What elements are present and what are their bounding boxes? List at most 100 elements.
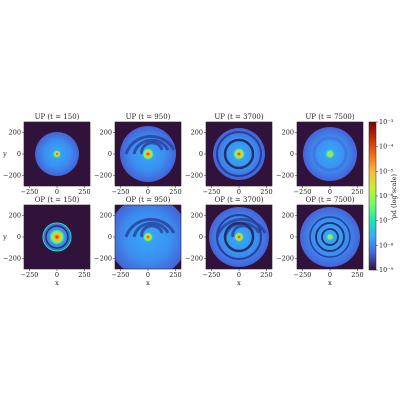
- colorbar-tick-label: 10⁻³: [379, 118, 394, 126]
- density-feature: [42, 222, 72, 252]
- panel-title: UP (t = 3700): [214, 113, 264, 121]
- x-axis-label: x: [237, 279, 241, 287]
- heatmap-image: [206, 205, 272, 269]
- x-tick-label: −250: [203, 188, 221, 196]
- x-tick-label: −250: [21, 188, 39, 196]
- colorbar-tick-label: 10⁻⁵: [379, 167, 394, 175]
- y-tick-label: −200: [94, 254, 112, 262]
- panel-title: OP (t = 950): [126, 196, 171, 204]
- x-tick-label: 250: [169, 271, 181, 279]
- spiral-arm: [124, 217, 176, 238]
- heatmap-image: [24, 122, 90, 186]
- y-tick-label: 200: [191, 129, 203, 137]
- colorbar: [368, 121, 377, 271]
- colorbar-tick-label: 10⁻⁴: [379, 143, 394, 151]
- density-feature: [223, 138, 255, 170]
- density-feature: [216, 214, 262, 260]
- y-tick-label: 200: [282, 129, 294, 137]
- heatmap-panel: OP (t = 7500) −250 0 250 200 0 −200 x: [276, 196, 364, 287]
- panel-title: OP (t = 150): [35, 196, 80, 204]
- y-tick-label: 200: [100, 129, 112, 137]
- spiral-arm: [215, 217, 267, 238]
- colorbar-label: ρd (log scale): [390, 173, 398, 218]
- x-tick-label: 250: [169, 188, 181, 196]
- y-tick-label: 0: [108, 233, 112, 241]
- x-tick-label: 0: [237, 271, 241, 279]
- x-tick-label: 0: [146, 271, 150, 279]
- heatmap-panel: OP (t = 3700) −250 0 250 200 0 −200 x: [185, 196, 273, 287]
- spiral-arm: [124, 134, 176, 155]
- x-tick-label: 250: [78, 188, 90, 196]
- heatmap-image: [206, 122, 272, 186]
- x-tick-label: 250: [351, 188, 363, 196]
- y-tick-label: 0: [17, 150, 21, 158]
- x-tick-label: 250: [260, 271, 272, 279]
- y-tick-label: 200: [9, 212, 21, 220]
- x-tick-label: −250: [112, 188, 130, 196]
- y-tick-label: −200: [185, 254, 203, 262]
- x-tick-label: 0: [55, 188, 59, 196]
- density-feature: [234, 232, 244, 242]
- panel-title: UP (t = 150): [35, 113, 80, 121]
- x-tick-label: 0: [328, 188, 332, 196]
- density-feature: [233, 148, 245, 160]
- y-tick-label: 0: [290, 233, 294, 241]
- y-tick-label: 0: [290, 150, 294, 158]
- y-axis-label: y: [2, 150, 7, 158]
- density-feature: [223, 221, 255, 253]
- density-feature: [321, 228, 339, 246]
- density-feature: [142, 148, 154, 160]
- x-axis-label: x: [146, 279, 150, 287]
- y-tick-label: 200: [282, 212, 294, 220]
- density-feature: [325, 149, 335, 159]
- x-tick-label: 250: [260, 188, 272, 196]
- density-feature: [309, 216, 351, 258]
- heatmap-panel: UP (t = 3700) −250 0 250 200 0 −200: [185, 113, 273, 196]
- y-tick-label: 0: [108, 150, 112, 158]
- density-feature: [49, 229, 65, 245]
- density-feature: [315, 222, 345, 252]
- x-tick-label: −250: [294, 188, 312, 196]
- heatmap-image: [297, 205, 363, 269]
- panel-title: UP (t = 950): [126, 113, 171, 121]
- density-feature: [312, 136, 348, 172]
- y-tick-label: −200: [3, 171, 21, 179]
- heatmap-image: [297, 122, 363, 186]
- heatmap-panel: UP (t = 950) −250 0 250 200 0 −200: [94, 113, 182, 196]
- panel-title: OP (t = 3700): [214, 196, 263, 204]
- spiral-arm: [140, 224, 164, 238]
- y-tick-label: 0: [17, 233, 21, 241]
- x-tick-label: −250: [294, 271, 312, 279]
- x-tick-label: 0: [55, 271, 59, 279]
- panel-title: UP (t = 7500): [305, 113, 355, 121]
- x-tick-label: −250: [21, 271, 39, 279]
- x-tick-label: 0: [146, 188, 150, 196]
- heatmap-panel: OP (t = 950) −250 0 250 200 0 −200 x: [94, 196, 182, 287]
- x-tick-label: −250: [203, 271, 221, 279]
- spiral-arm: [140, 141, 164, 155]
- y-tick-label: −200: [185, 171, 203, 179]
- density-feature: [326, 233, 334, 241]
- density-feature: [45, 225, 69, 249]
- heatmap-image: [24, 205, 90, 269]
- y-tick-label: 0: [199, 233, 203, 241]
- x-axis-label: x: [55, 279, 59, 287]
- colorbar-tick-label: 10⁻⁶: [379, 192, 394, 200]
- x-tick-label: 250: [351, 271, 363, 279]
- y-axis-label: y: [2, 233, 7, 241]
- y-tick-label: −200: [276, 171, 294, 179]
- density-feature: [216, 131, 262, 177]
- density-feature: [143, 232, 153, 242]
- y-tick-label: 200: [100, 212, 112, 220]
- x-tick-label: 0: [328, 271, 332, 279]
- x-tick-label: 0: [237, 188, 241, 196]
- y-tick-label: 200: [9, 129, 21, 137]
- heatmap-panel: UP (t = 150) −250 0 250 200 0 −200 y: [2, 113, 91, 196]
- x-tick-label: −250: [112, 271, 130, 279]
- y-tick-label: 200: [191, 212, 203, 220]
- x-tick-label: 250: [78, 271, 90, 279]
- y-tick-label: −200: [276, 254, 294, 262]
- y-tick-label: 0: [199, 150, 203, 158]
- heatmap-image: [115, 205, 181, 269]
- x-axis-label: x: [328, 279, 332, 287]
